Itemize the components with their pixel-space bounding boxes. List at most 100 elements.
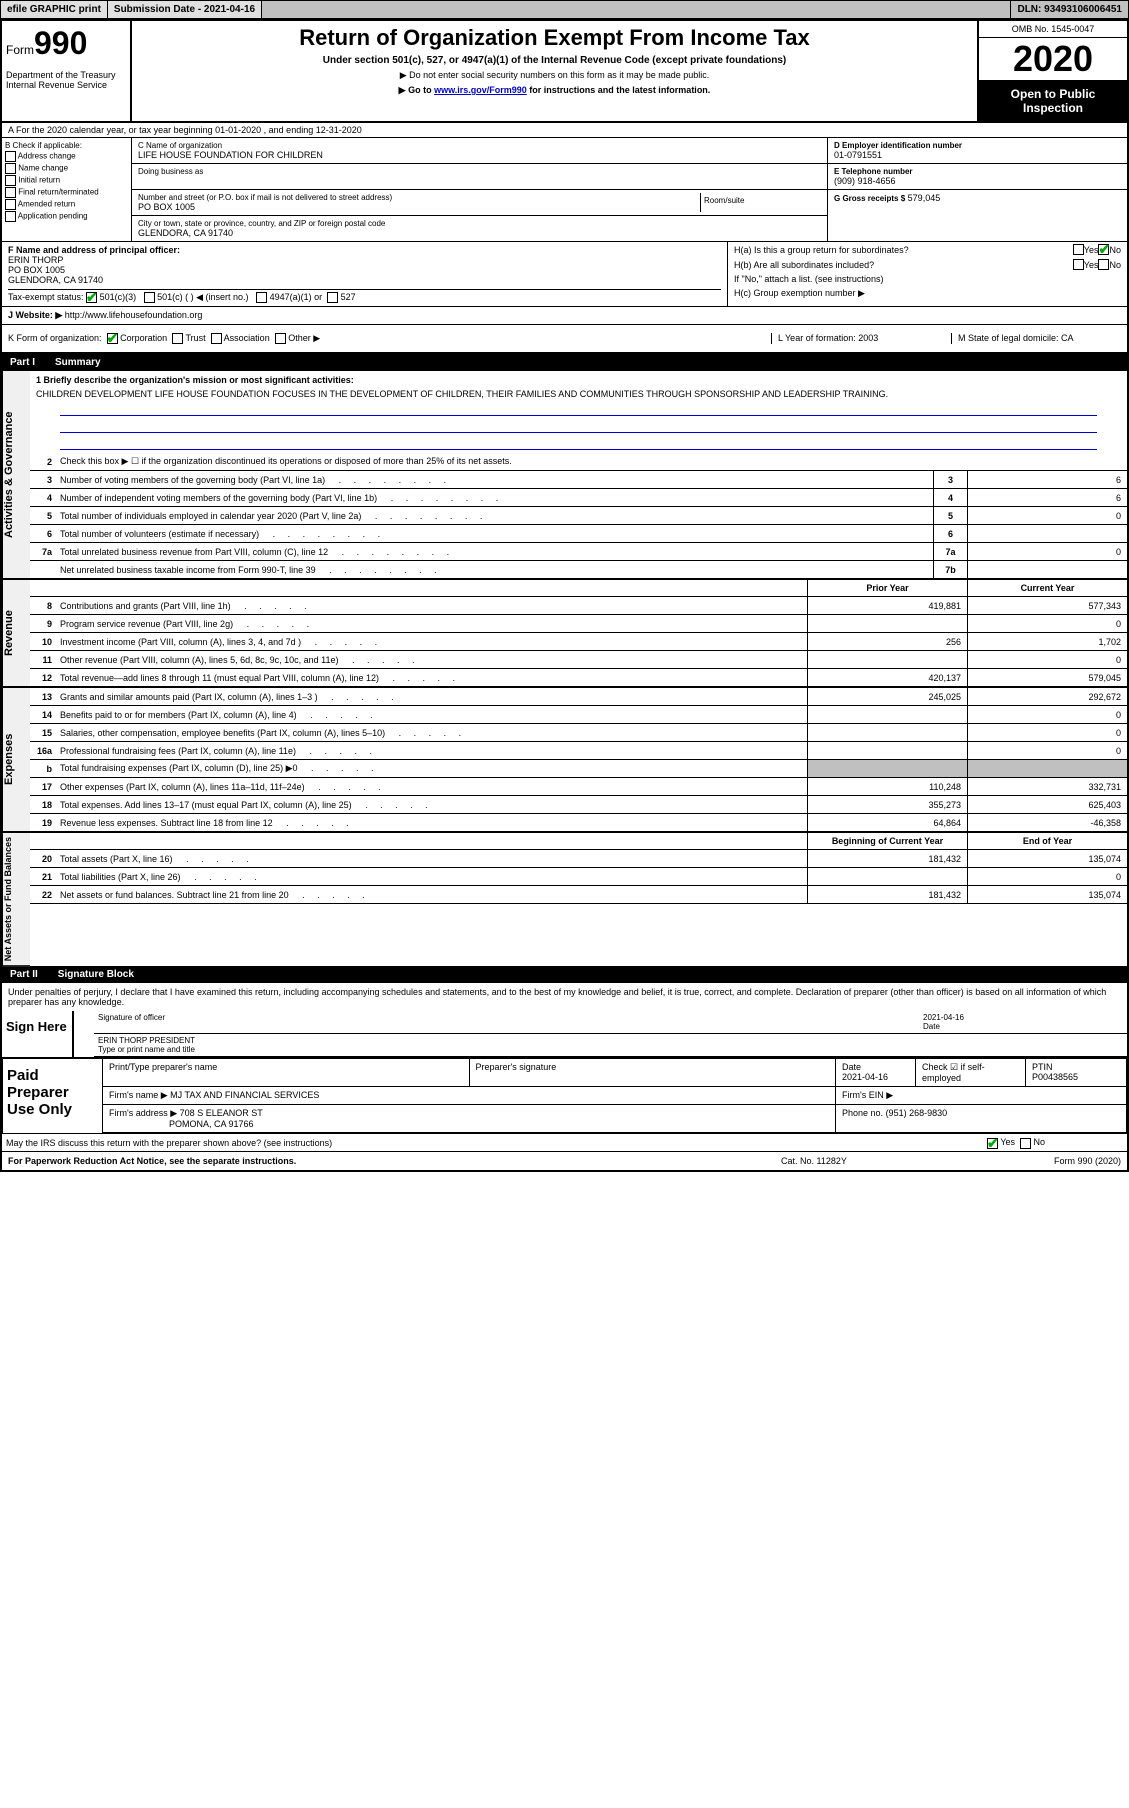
irs-link[interactable]: www.irs.gov/Form990	[434, 85, 527, 95]
hb-note: If "No," attach a list. (see instruction…	[728, 272, 1127, 286]
section-fh: F Name and address of principal officer:…	[2, 242, 1127, 307]
chk-4947[interactable]	[256, 292, 267, 303]
q1-label: 1 Briefly describe the organization's mi…	[30, 371, 1127, 385]
state-domicile: M State of legal domicile: CA	[951, 333, 1121, 344]
table-row: 8Contributions and grants (Part VIII, li…	[30, 597, 1127, 615]
chk-association[interactable]	[211, 333, 222, 344]
hc-label: H(c) Group exemption number ▶	[728, 286, 1127, 301]
header-middle: Return of Organization Exempt From Incom…	[132, 21, 977, 121]
chk-501c[interactable]	[144, 292, 155, 303]
table-row: 3Number of voting members of the governi…	[30, 471, 1127, 489]
efile-button[interactable]: efile GRAPHIC print	[1, 1, 108, 18]
table-row: 6Total number of volunteers (estimate if…	[30, 525, 1127, 543]
chk-other[interactable]	[275, 333, 286, 344]
ha-label: H(a) Is this a group return for subordin…	[734, 245, 1073, 255]
page-footer: For Paperwork Reduction Act Notice, see …	[2, 1152, 1127, 1170]
form-prefix: Form	[6, 43, 34, 57]
ein-label: D Employer identification number	[834, 141, 1121, 150]
officer-label: F Name and address of principal officer:	[8, 245, 721, 255]
chk-name-change[interactable]: Name change	[5, 163, 128, 174]
table-row: 7aTotal unrelated business revenue from …	[30, 543, 1127, 561]
check-self-employed[interactable]: Check ☑ if self-employed	[916, 1059, 1026, 1086]
chk-trust[interactable]	[172, 333, 183, 344]
officer-name: ERIN THORP	[8, 255, 721, 265]
gross-label: G Gross receipts $	[834, 194, 905, 203]
mission-text: CHILDREN DEVELOPMENT LIFE HOUSE FOUNDATI…	[30, 385, 1127, 399]
chk-application-pending[interactable]: Application pending	[5, 211, 128, 222]
tel-label: E Telephone number	[834, 167, 1121, 176]
table-row: 4Number of independent voting members of…	[30, 489, 1127, 507]
ha-yes[interactable]	[1073, 244, 1084, 255]
top-toolbar: efile GRAPHIC print Submission Date - 20…	[0, 0, 1129, 19]
table-row: 21Total liabilities (Part X, line 26) . …	[30, 868, 1127, 886]
discuss-row: May the IRS discuss this return with the…	[2, 1134, 1127, 1152]
chk-527[interactable]	[327, 292, 338, 303]
side-netassets: Net Assets or Fund Balances	[2, 833, 30, 966]
form-title: Return of Organization Exempt From Incom…	[136, 25, 973, 51]
discuss-yes[interactable]	[987, 1138, 998, 1149]
part1-header: Part ISummary	[2, 354, 1127, 371]
dln-label: DLN: 93493106006451	[1010, 1, 1128, 18]
table-row: 17Other expenses (Part IX, column (A), l…	[30, 778, 1127, 796]
ha-no[interactable]	[1098, 244, 1109, 255]
hb-no[interactable]	[1098, 259, 1109, 270]
current-year-hdr: Current Year	[967, 580, 1127, 596]
gross-value: 579,045	[908, 193, 941, 203]
begin-year-hdr: Beginning of Current Year	[807, 833, 967, 849]
header-left: Form990 Department of the Treasury Inter…	[2, 21, 132, 121]
end-year-hdr: End of Year	[967, 833, 1127, 849]
paid-preparer-label: Paid Preparer Use Only	[3, 1059, 103, 1133]
chk-501c3[interactable]	[86, 292, 97, 303]
chk-corporation[interactable]	[107, 333, 118, 344]
header-right: OMB No. 1545-0047 2020 Open to Public In…	[977, 21, 1127, 121]
tel-value: (909) 918-4656	[834, 176, 1121, 186]
firm-name: MJ TAX AND FINANCIAL SERVICES	[170, 1090, 319, 1100]
form-number: 990	[34, 25, 87, 61]
section-bcd: B Check if applicable: Address change Na…	[2, 138, 1127, 242]
chk-initial-return[interactable]: Initial return	[5, 175, 128, 186]
firm-addr2: POMONA, CA 91766	[169, 1119, 254, 1129]
website-value: http://www.lifehousefoundation.org	[65, 310, 203, 320]
table-row: 18Total expenses. Add lines 13–17 (must …	[30, 796, 1127, 814]
table-row: 19Revenue less expenses. Subtract line 1…	[30, 814, 1127, 832]
prior-year-hdr: Prior Year	[807, 580, 967, 596]
table-row: 20Total assets (Part X, line 16) . . . .…	[30, 850, 1127, 868]
prep-name-label: Print/Type preparer's name	[103, 1059, 470, 1086]
table-row: Net unrelated business taxable income fr…	[30, 561, 1127, 579]
form-990: Form990 Department of the Treasury Inter…	[0, 19, 1129, 1172]
side-activities: Activities & Governance	[2, 371, 30, 579]
form-header: Form990 Department of the Treasury Inter…	[2, 21, 1127, 123]
table-row: 10Investment income (Part VIII, column (…	[30, 633, 1127, 651]
side-revenue: Revenue	[2, 580, 30, 687]
submission-date-button[interactable]: Submission Date - 2021-04-16	[108, 1, 262, 18]
prep-date: 2021-04-16	[842, 1072, 888, 1082]
row-k: K Form of organization: Corporation Trus…	[2, 325, 1127, 354]
discuss-no[interactable]	[1020, 1138, 1031, 1149]
expenses-section: Expenses 13Grants and similar amounts pa…	[2, 687, 1127, 832]
row-i: Tax-exempt status: 501(c)(3) 501(c) ( ) …	[8, 289, 721, 303]
addr-label: Number and street (or P.O. box if mail i…	[138, 193, 700, 202]
table-row: 22Net assets or fund balances. Subtract …	[30, 886, 1127, 904]
table-row: 5Total number of individuals employed in…	[30, 507, 1127, 525]
sign-here-label: Sign Here	[2, 1011, 72, 1057]
row-j: J Website: ▶ http://www.lifehousefoundat…	[2, 307, 1127, 325]
paid-preparer-row: Paid Preparer Use Only Print/Type prepar…	[2, 1058, 1127, 1134]
table-row: 9Program service revenue (Part VIII, lin…	[30, 615, 1127, 633]
org-name-label: C Name of organization	[138, 141, 821, 150]
chk-amended[interactable]: Amended return	[5, 199, 128, 210]
box-b: B Check if applicable: Address change Na…	[2, 138, 132, 241]
cat-no: Cat. No. 11282Y	[781, 1156, 981, 1166]
ein-value: 01-0791551	[834, 150, 1121, 160]
dept-label: Department of the Treasury Internal Reve…	[6, 70, 126, 90]
activities-governance-section: Activities & Governance 1 Briefly descri…	[2, 371, 1127, 579]
ptin-value: P00438565	[1032, 1072, 1078, 1082]
toolbar-spacer	[262, 7, 1010, 13]
hb-yes[interactable]	[1073, 259, 1084, 270]
subtitle-3: ▶ Go to www.irs.gov/Form990 for instruct…	[136, 85, 973, 96]
chk-final-return[interactable]: Final return/terminated	[5, 187, 128, 198]
prep-sig-label: Preparer's signature	[470, 1059, 837, 1086]
chk-address-change[interactable]: Address change	[5, 151, 128, 162]
box-d: D Employer identification number 01-0791…	[827, 138, 1127, 241]
table-row: bTotal fundraising expenses (Part IX, co…	[30, 760, 1127, 778]
subtitle-2: ▶ Do not enter social security numbers o…	[136, 70, 973, 81]
